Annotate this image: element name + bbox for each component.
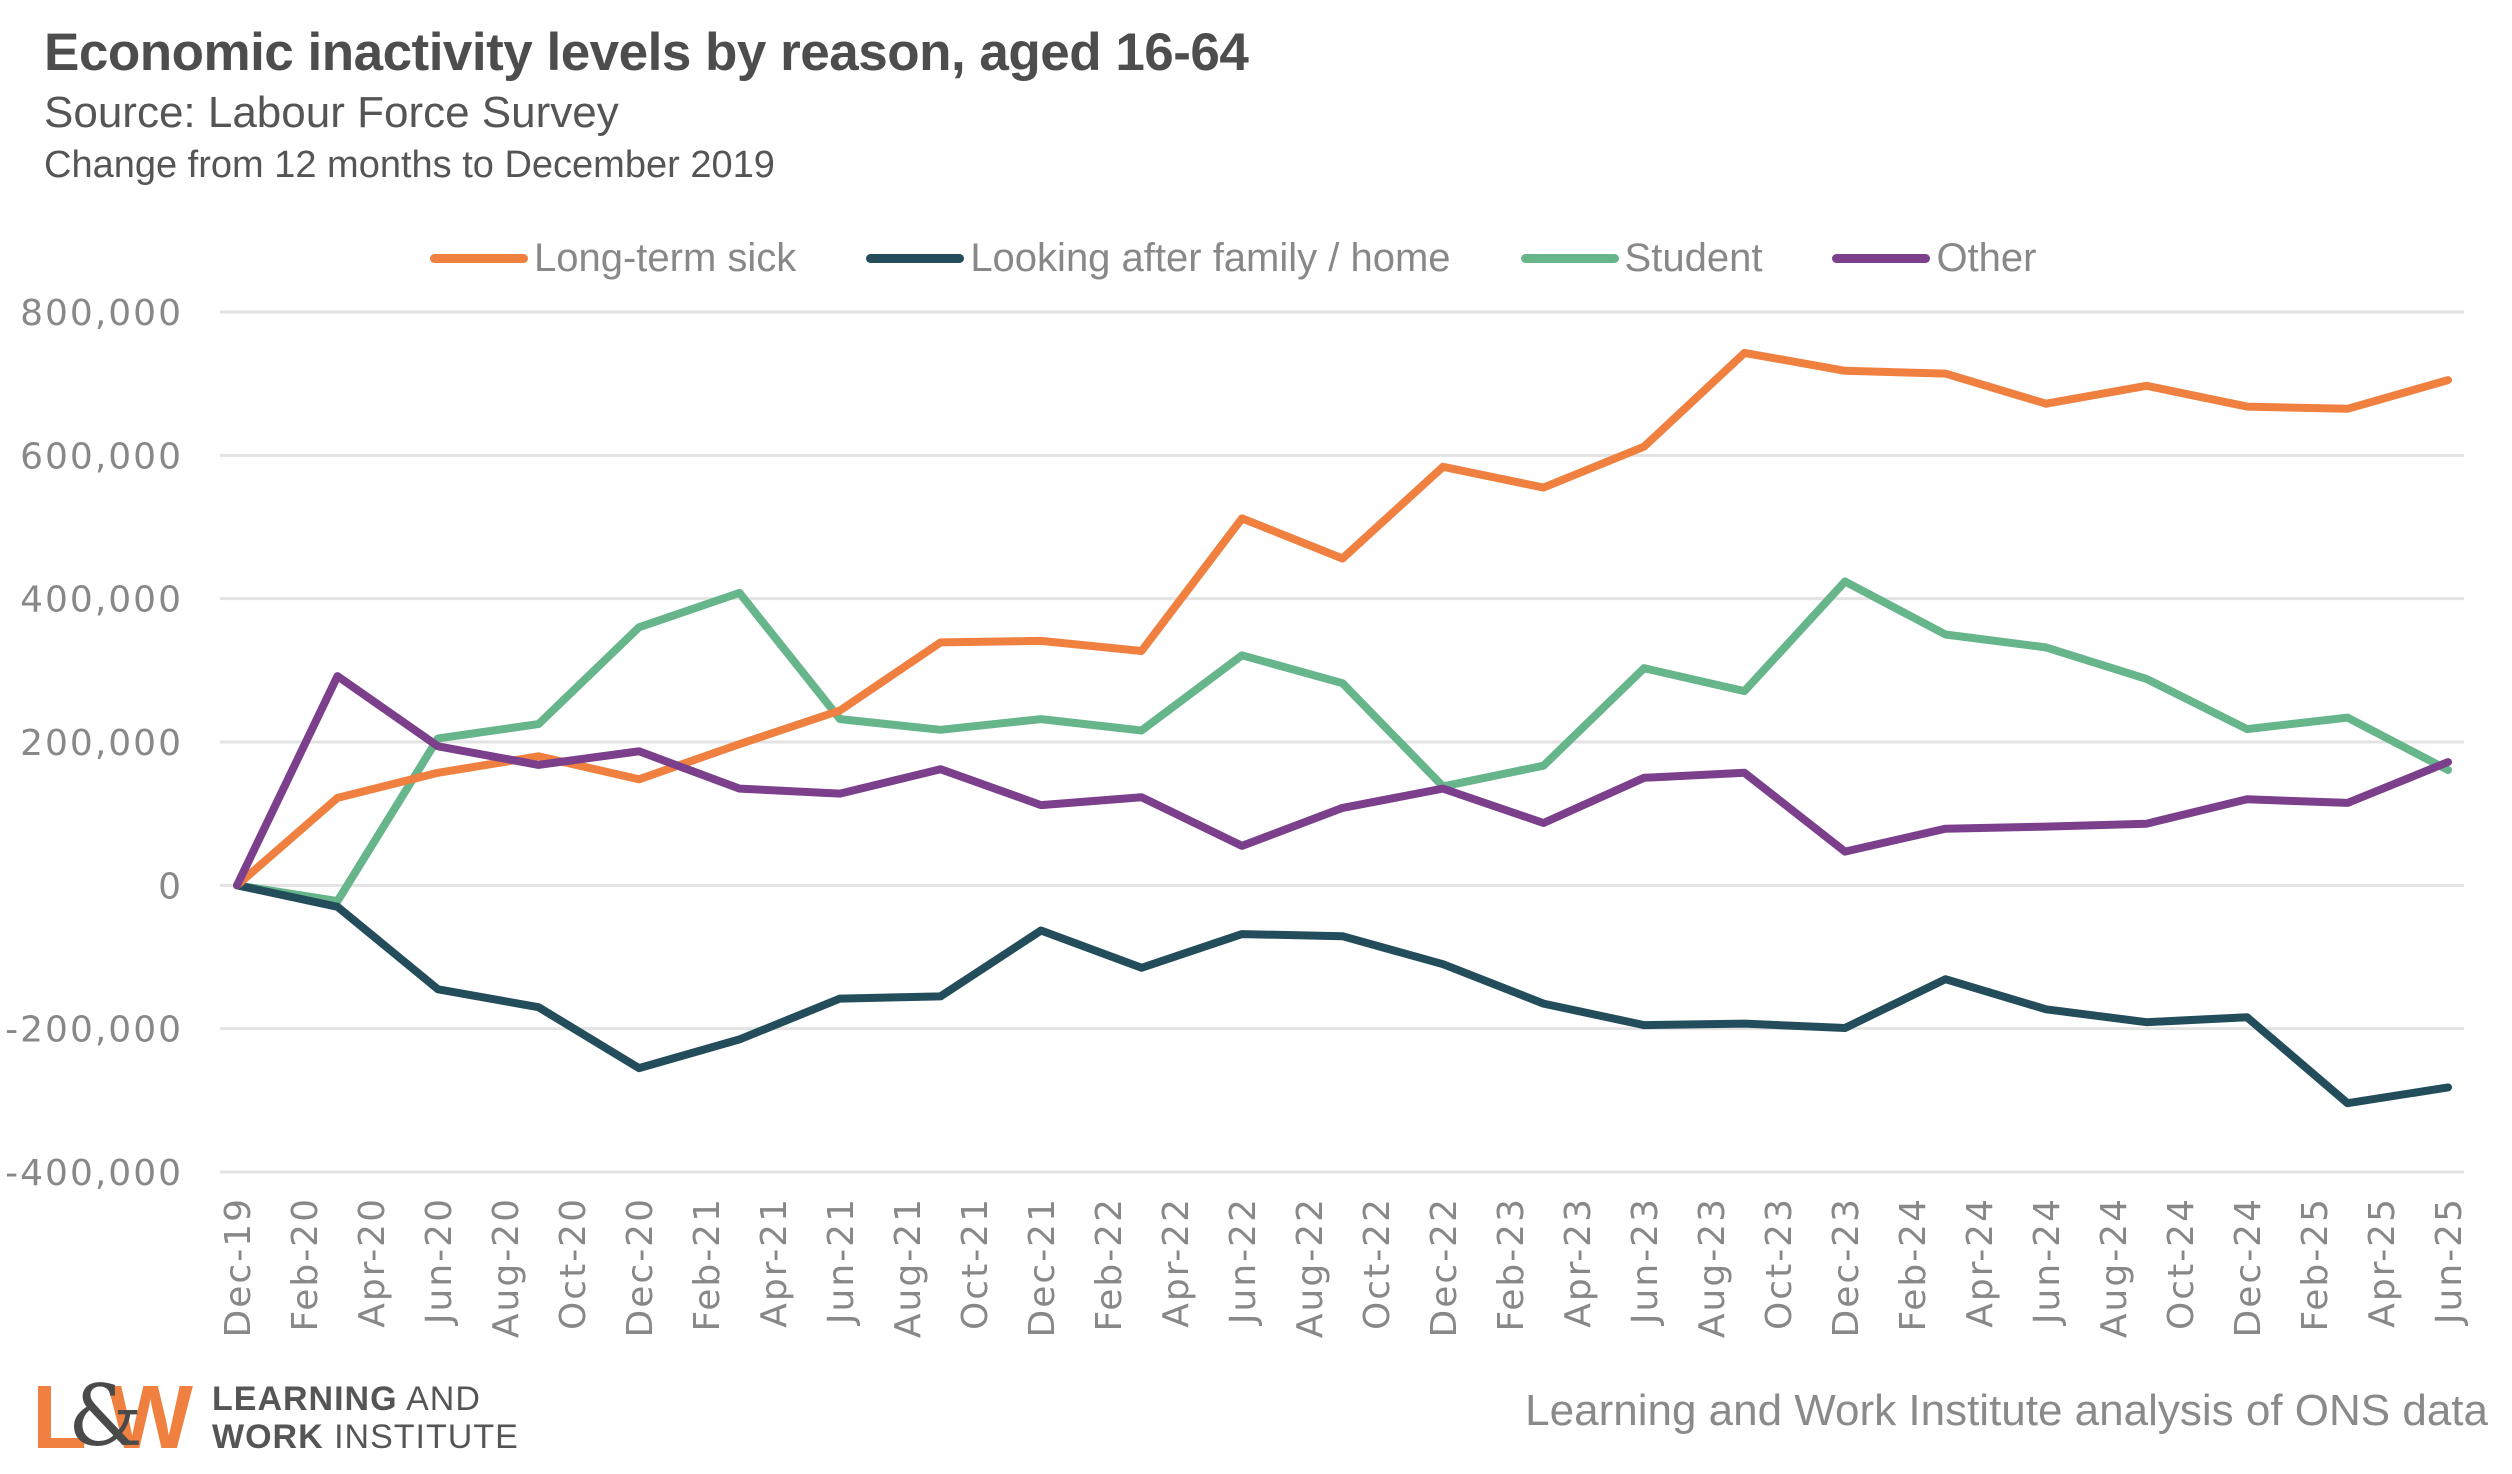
series-lines	[233, 348, 2452, 1108]
x-tick-label: Apr-22	[1156, 1197, 1197, 1328]
x-tick-label: Dec-23	[1826, 1197, 1867, 1337]
legend-item-long-term-sick: Long-term sick	[430, 236, 796, 281]
x-tick-label: Jun-25	[2429, 1197, 2470, 1326]
x-tick-label: Feb-22	[1089, 1197, 1130, 1332]
legend-label-other: Other	[1936, 235, 2037, 280]
legend-item-student: Student	[1520, 235, 1763, 281]
y-tick-label: -200,000	[5, 1010, 183, 1051]
y-tick-label: 800,000	[20, 293, 183, 334]
logo-word-work: WORK	[212, 1418, 324, 1456]
x-tick-label: Dec-24	[2228, 1197, 2269, 1337]
y-axis-labels: 800,000 600,000 400,000 200,000 0 -200,000 -40…	[5, 293, 183, 1194]
x-tick-label: Jun-21	[821, 1197, 862, 1326]
logo-wordmark: LEARNING AND WORK INSTITUTE	[212, 1380, 519, 1456]
x-tick-label: Oct-20	[553, 1197, 594, 1330]
x-tick-label: Aug-20	[486, 1197, 527, 1338]
attribution: Learning and Work Institute analysis of …	[1525, 1386, 2488, 1435]
x-tick-label: Feb-20	[285, 1197, 326, 1332]
legend-swatch-other	[1832, 253, 1931, 263]
x-tick-label: Feb-21	[687, 1197, 728, 1332]
x-tick-label: Oct-21	[955, 1197, 996, 1330]
x-tick-label: Oct-22	[1357, 1197, 1398, 1330]
legend-item-looking-after-family: Looking after family / home	[866, 235, 1451, 281]
x-tick-label: Jun-22	[1223, 1197, 1264, 1326]
legend: Long-term sick Looking after family / ho…	[430, 230, 2106, 286]
y-tick-label: 400,000	[20, 580, 183, 621]
y-tick-label: 600,000	[20, 436, 183, 477]
x-tick-label: Aug-22	[1290, 1197, 1331, 1338]
x-tick-label: Apr-24	[1960, 1197, 2001, 1328]
x-tick-label: Jun-24	[2027, 1197, 2068, 1326]
x-tick-label: Feb-24	[1893, 1197, 1934, 1332]
x-tick-label: Dec-22	[1424, 1197, 1465, 1337]
x-tick-label: Dec-21	[1022, 1197, 1063, 1337]
x-tick-label: Apr-25	[2362, 1197, 2403, 1328]
y-tick-label: 0	[158, 866, 183, 907]
x-tick-label: Feb-23	[1491, 1197, 1532, 1332]
series-line-looking-after-family	[233, 881, 2452, 1108]
logo-letter-l: L	[32, 1368, 87, 1468]
logo-word-learning: LEARNING	[212, 1380, 398, 1418]
x-tick-label: Apr-21	[754, 1197, 795, 1328]
legend-swatch-long-term-sick	[430, 253, 528, 263]
legend-swatch-student	[1520, 253, 1619, 263]
x-tick-label: Aug-21	[888, 1197, 929, 1338]
x-tick-label: Apr-23	[1558, 1197, 1599, 1328]
lw-logo: L W & LEARNING AND WORK INSTITUTE	[32, 1368, 519, 1468]
x-tick-label: Aug-23	[1692, 1197, 1733, 1338]
x-tick-label: Oct-23	[1759, 1197, 1800, 1330]
series-line-other	[233, 672, 2452, 890]
legend-label-student: Student	[1624, 235, 1763, 280]
x-tick-label: Dec-20	[620, 1197, 661, 1337]
legend-item-other: Other	[1832, 236, 2036, 281]
x-axis-labels: Dec-19 Feb-20 Apr-20 Jun-20 Aug-20 Oct-20 Dec-…	[218, 1197, 2470, 1338]
x-tick-label: Oct-24	[2161, 1197, 2202, 1330]
legend-label-looking-after-family: Looking after family / home	[970, 235, 1451, 280]
chart-source: Source: Labour Force Survey	[44, 88, 619, 137]
x-tick-label: Dec-19	[218, 1197, 259, 1337]
chart-note: Change from 12 months to December 2019	[44, 144, 775, 186]
x-tick-label: Jun-23	[1625, 1197, 1666, 1326]
x-tick-label: Apr-20	[352, 1197, 393, 1328]
lw-logo-mark: L W &	[32, 1368, 200, 1468]
x-tick-label: Jun-20	[419, 1197, 460, 1326]
gridlines	[220, 310, 2464, 1174]
y-tick-label: 200,000	[20, 723, 183, 764]
logo-letter-w: W	[108, 1368, 193, 1468]
chart-title: Economic inactivity levels by reason, ag…	[44, 23, 1249, 82]
x-tick-label: Aug-24	[2094, 1197, 2135, 1338]
logo-ampersand: &	[68, 1367, 143, 1465]
x-tick-label: Feb-25	[2295, 1197, 2336, 1332]
legend-label-long-term-sick: Long-term sick	[534, 235, 797, 280]
y-tick-label: -400,000	[5, 1153, 183, 1194]
legend-swatch-looking-after-family	[866, 253, 965, 263]
logo-word-institute: INSTITUTE	[323, 1418, 519, 1456]
logo-word-and: AND	[397, 1380, 481, 1418]
